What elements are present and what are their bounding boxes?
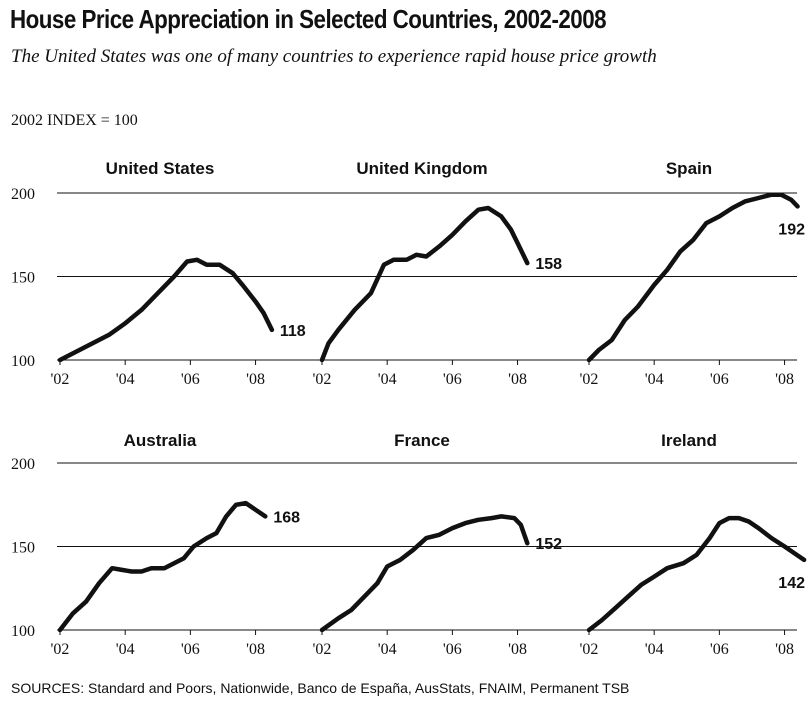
x-tick-label: '08 — [775, 641, 794, 658]
series-line-ireland — [586, 515, 807, 633]
x-tick-label: '08 — [508, 371, 527, 388]
panel-title-ireland: Ireland — [661, 431, 717, 450]
y-tick-label: 100 — [11, 623, 35, 640]
x-tick-label: '06 — [181, 371, 200, 388]
end-value-label-united-kingdom: 158 — [535, 256, 562, 273]
y-tick-label: 100 — [11, 353, 35, 370]
x-tick-label: '06 — [443, 371, 462, 388]
x-tick-label: '06 — [181, 641, 200, 658]
x-tick-label: '02 — [51, 371, 70, 388]
panel-title-united-states: United States — [106, 159, 215, 178]
end-value-label-united-states: 118 — [280, 323, 306, 340]
x-tick-label: '08 — [775, 371, 794, 388]
x-tick-label: '02 — [580, 371, 599, 388]
series-line-australia — [57, 500, 268, 633]
end-value-label-spain: 192 — [778, 221, 805, 238]
x-tick-label: '04 — [378, 371, 397, 388]
x-tick-label: '04 — [645, 371, 664, 388]
x-tick-label: '02 — [580, 641, 599, 658]
x-tick-label: '04 — [645, 641, 664, 658]
x-tick-label: '06 — [710, 641, 729, 658]
panel-title-spain: Spain — [666, 159, 712, 178]
end-value-label-france: 152 — [535, 536, 562, 553]
chart-subtitle: The United States was one of many countr… — [11, 46, 657, 67]
y-tick-label: 200 — [11, 456, 35, 473]
chart-title: House Price Appreciation in Selected Cou… — [10, 4, 607, 34]
x-tick-label: '08 — [508, 641, 527, 658]
x-tick-label: '02 — [313, 371, 332, 388]
end-value-label-australia: 168 — [273, 509, 300, 526]
x-tick-label: '08 — [246, 641, 265, 658]
x-tick-label: '06 — [710, 371, 729, 388]
end-value-label-ireland: 142 — [778, 575, 805, 592]
series-line-united-kingdom — [319, 205, 530, 363]
index-label: 2002 INDEX = 100 — [11, 112, 138, 129]
series-line-france — [319, 514, 530, 633]
y-tick-label: 200 — [11, 186, 35, 203]
x-tick-label: '02 — [51, 641, 70, 658]
panel-title-united-kingdom: United Kingdom — [356, 159, 487, 178]
panel-title-australia: Australia — [124, 431, 197, 450]
x-tick-label: '08 — [246, 371, 265, 388]
y-tick-label: 150 — [11, 270, 35, 287]
sources-note: SOURCES: Standard and Poors, Nationwide,… — [11, 680, 630, 696]
series-line-spain — [586, 192, 800, 363]
series-line-united-states — [57, 257, 275, 363]
x-tick-label: '04 — [116, 641, 135, 658]
x-tick-label: '02 — [313, 641, 332, 658]
x-tick-label: '04 — [116, 371, 135, 388]
y-tick-label: 150 — [11, 540, 35, 557]
panel-title-france: France — [394, 431, 450, 450]
x-tick-label: '04 — [378, 641, 397, 658]
x-tick-label: '06 — [443, 641, 462, 658]
